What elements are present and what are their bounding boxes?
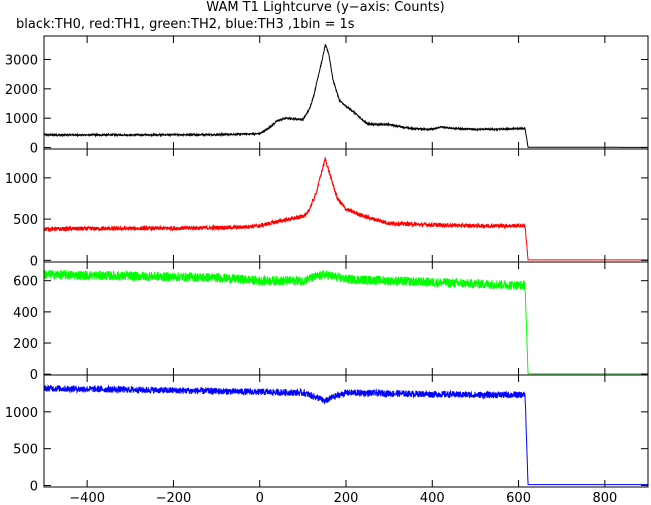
- y-tick-label: 200: [13, 337, 38, 352]
- y-tick-label: 600: [13, 275, 38, 290]
- x-tick-label: 800: [592, 491, 617, 505]
- x-tick-label: 400: [420, 491, 445, 505]
- y-tick-label: 1000: [5, 406, 38, 421]
- x-tick-label: 600: [506, 491, 531, 505]
- panel-th2: 0 200 400 600: [13, 261, 649, 383]
- y-tick-label: 500: [13, 213, 38, 228]
- y-tick-label: 1000: [5, 172, 38, 187]
- y-tick-label: 3000: [5, 53, 38, 68]
- x-tick-label: 0: [256, 491, 264, 505]
- x-tick-label: −400: [69, 491, 105, 505]
- y-tick-label: 1000: [5, 112, 38, 127]
- x-tick-label: 200: [334, 491, 359, 505]
- series-line-th3: [43, 384, 648, 486]
- y-tick-label: 500: [13, 443, 38, 458]
- panel-th1: 0 500 1000: [5, 148, 649, 269]
- y-tick-label: 0: [30, 480, 38, 495]
- y-tick-label: 0: [30, 254, 38, 269]
- y-tick-label: 0: [30, 368, 38, 383]
- chart-title: WAM T1 Lightcurve (y−axis: Counts): [206, 0, 445, 15]
- y-tick-label: 2000: [5, 83, 38, 98]
- chart-subtitle: black:TH0, red:TH1, green:TH2, blue:TH3 …: [16, 17, 355, 32]
- panel-th0: 0 1000 2000 3000: [5, 35, 649, 157]
- series-line-th1: [43, 157, 648, 261]
- x-tick-label: −200: [156, 491, 192, 505]
- y-tick-label: 0: [30, 142, 38, 157]
- y-tick-label: 400: [13, 306, 38, 321]
- panel-frame: [43, 35, 649, 150]
- series-line-th0: [43, 44, 648, 148]
- panel-frame: [43, 148, 649, 263]
- series-line-th2: [43, 269, 648, 375]
- panel-th3: 0 500 1000: [5, 374, 649, 495]
